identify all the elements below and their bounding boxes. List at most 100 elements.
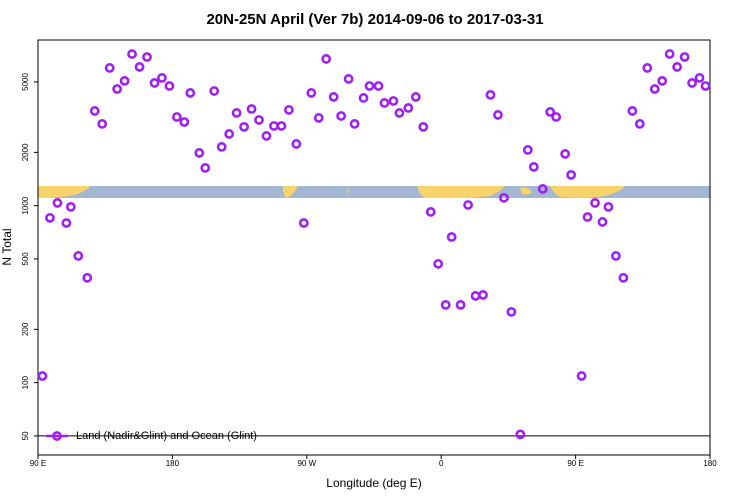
data-point xyxy=(618,272,629,283)
data-point xyxy=(433,258,444,269)
data-point xyxy=(687,78,697,88)
x-tick-label: 90 E xyxy=(30,459,46,468)
data-point xyxy=(194,148,205,158)
data-point xyxy=(528,161,539,172)
data-point xyxy=(499,192,509,203)
data-point xyxy=(597,217,608,227)
data-point xyxy=(224,129,235,139)
data-point xyxy=(298,218,309,228)
y-tick-label: 2000 xyxy=(21,143,30,161)
data-point xyxy=(551,112,562,122)
data-point xyxy=(65,201,76,212)
x-tick-label: 0 xyxy=(439,459,444,468)
data-point xyxy=(157,73,167,83)
x-tick-label: 90 W xyxy=(297,459,316,468)
x-tick-label: 180 xyxy=(703,459,717,468)
data-point xyxy=(493,110,503,120)
data-point xyxy=(664,49,675,59)
data-point xyxy=(269,121,279,131)
data-point xyxy=(694,73,705,83)
data-point xyxy=(478,290,488,300)
y-tick-label: 200 xyxy=(21,322,30,336)
data-point xyxy=(306,88,317,98)
data-point xyxy=(61,218,72,228)
data-point xyxy=(216,141,227,152)
data-point xyxy=(515,429,526,440)
data-point xyxy=(603,201,614,212)
data-point xyxy=(200,163,211,173)
data-point xyxy=(545,107,556,117)
data-point xyxy=(560,149,571,159)
data-point xyxy=(149,78,160,88)
data-point xyxy=(566,169,577,180)
map-strip xyxy=(38,186,710,198)
data-point xyxy=(627,106,638,116)
data-point xyxy=(171,112,182,122)
data-point xyxy=(590,198,600,208)
data-point xyxy=(134,62,145,72)
data-point xyxy=(506,306,517,317)
data-point xyxy=(700,81,711,91)
data-point xyxy=(112,84,123,94)
data-point xyxy=(82,272,93,283)
y-tick-label: 50 xyxy=(21,431,30,440)
data-point xyxy=(45,212,55,223)
data-point xyxy=(119,75,130,86)
data-point xyxy=(418,122,429,132)
data-point xyxy=(679,52,690,62)
data-point xyxy=(349,118,360,129)
data-point xyxy=(410,92,421,102)
y-axis-label: N Total xyxy=(0,228,14,265)
y-tick-label: 1000 xyxy=(21,196,30,214)
data-point xyxy=(276,121,287,131)
data-point xyxy=(179,117,190,127)
data-point xyxy=(446,232,457,242)
y-tick-label: 100 xyxy=(21,375,30,389)
data-point xyxy=(239,122,249,132)
data-point xyxy=(463,200,473,210)
data-point xyxy=(261,131,272,141)
x-tick-label: 90 E xyxy=(567,459,583,468)
data-point xyxy=(73,251,84,261)
data-point xyxy=(642,63,653,73)
plot-frame xyxy=(37,39,711,456)
data-point xyxy=(209,86,220,96)
data-point xyxy=(104,63,115,73)
data-point xyxy=(246,104,257,114)
data-point xyxy=(313,113,324,123)
data-point xyxy=(283,105,294,115)
data-point xyxy=(231,108,242,118)
data-point xyxy=(97,118,108,129)
data-point xyxy=(127,49,137,59)
data-point xyxy=(142,52,152,62)
chart-title: 20N-25N April (Ver 7b) 2014-09-06 to 201… xyxy=(206,11,543,28)
data-point xyxy=(440,299,451,310)
x-tick-label: 180 xyxy=(166,459,180,468)
data-point xyxy=(388,96,399,106)
x-axis-label: Longitude (deg E) xyxy=(326,476,421,490)
data-point xyxy=(336,111,347,121)
data-point xyxy=(291,139,302,149)
data-point xyxy=(321,54,332,64)
y-tick-label: 500 xyxy=(21,252,30,266)
data-point xyxy=(634,118,645,129)
data-point xyxy=(455,299,466,310)
data-point xyxy=(425,206,436,217)
legend-marker xyxy=(52,431,62,441)
data-point xyxy=(164,81,175,91)
data-point xyxy=(379,98,390,108)
data-point xyxy=(373,81,384,91)
data-point xyxy=(358,93,369,103)
data-point xyxy=(37,371,48,381)
data-point xyxy=(52,198,63,208)
data-point xyxy=(576,371,587,381)
data-point xyxy=(185,88,196,98)
data-point xyxy=(403,103,414,113)
data-point xyxy=(254,115,264,125)
data-point xyxy=(89,106,100,116)
legend-label: Land (Nadir&Glint) and Ocean (Glint) xyxy=(76,430,257,442)
data-point xyxy=(649,84,660,94)
data-point xyxy=(672,62,683,72)
data-point xyxy=(328,92,339,102)
